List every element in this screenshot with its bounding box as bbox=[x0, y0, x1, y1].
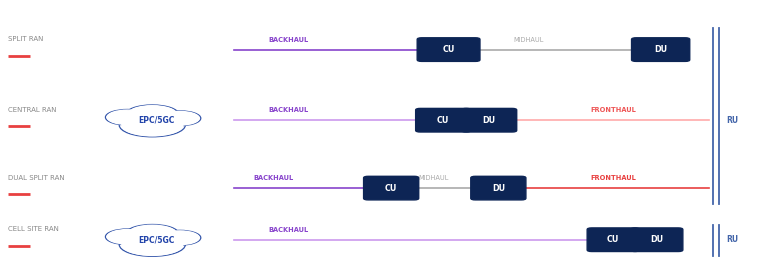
Text: DU: DU bbox=[654, 45, 667, 54]
Text: DU: DU bbox=[482, 116, 495, 125]
Text: CU: CU bbox=[443, 45, 455, 54]
Text: BACKHAUL: BACKHAUL bbox=[268, 227, 309, 233]
Circle shape bbox=[122, 234, 183, 256]
Circle shape bbox=[107, 110, 148, 124]
Text: CENTRAL RAN: CENTRAL RAN bbox=[8, 106, 57, 112]
FancyBboxPatch shape bbox=[471, 176, 526, 200]
Circle shape bbox=[105, 109, 150, 125]
Circle shape bbox=[126, 224, 179, 243]
Circle shape bbox=[159, 230, 201, 245]
Text: BACKHAUL: BACKHAUL bbox=[253, 175, 294, 181]
Circle shape bbox=[128, 106, 176, 123]
FancyBboxPatch shape bbox=[630, 228, 683, 251]
Circle shape bbox=[159, 111, 201, 126]
Text: CU: CU bbox=[437, 116, 449, 125]
Circle shape bbox=[105, 229, 150, 245]
Circle shape bbox=[160, 111, 199, 125]
FancyBboxPatch shape bbox=[631, 38, 690, 61]
Text: FRONTHAUL: FRONTHAUL bbox=[591, 175, 636, 181]
Circle shape bbox=[128, 225, 176, 242]
Text: DUAL SPLIT RAN: DUAL SPLIT RAN bbox=[8, 174, 65, 180]
Text: BACKHAUL: BACKHAUL bbox=[268, 37, 309, 43]
FancyBboxPatch shape bbox=[588, 228, 639, 251]
Text: RU: RU bbox=[726, 116, 739, 125]
Text: SPLIT RAN: SPLIT RAN bbox=[8, 36, 44, 42]
Text: DU: DU bbox=[492, 184, 505, 193]
Circle shape bbox=[119, 233, 186, 256]
Circle shape bbox=[122, 114, 183, 136]
FancyBboxPatch shape bbox=[462, 108, 517, 132]
Text: MIDHAUL: MIDHAUL bbox=[418, 175, 449, 181]
Circle shape bbox=[119, 113, 186, 137]
Text: MIDHAUL: MIDHAUL bbox=[514, 37, 544, 43]
Circle shape bbox=[160, 231, 199, 245]
FancyBboxPatch shape bbox=[364, 176, 419, 200]
Text: BACKHAUL: BACKHAUL bbox=[268, 107, 309, 113]
Text: CELL SITE RAN: CELL SITE RAN bbox=[8, 226, 59, 232]
Circle shape bbox=[126, 105, 179, 124]
Text: EPC/5GC: EPC/5GC bbox=[138, 116, 174, 125]
Text: CU: CU bbox=[385, 184, 397, 193]
Text: RU: RU bbox=[726, 235, 739, 244]
FancyBboxPatch shape bbox=[416, 108, 471, 132]
Text: DU: DU bbox=[650, 235, 663, 244]
Text: EPC/5GC: EPC/5GC bbox=[138, 235, 174, 244]
Circle shape bbox=[107, 230, 148, 244]
Text: CU: CU bbox=[607, 235, 620, 244]
FancyBboxPatch shape bbox=[417, 38, 480, 61]
Text: FRONTHAUL: FRONTHAUL bbox=[591, 107, 636, 113]
